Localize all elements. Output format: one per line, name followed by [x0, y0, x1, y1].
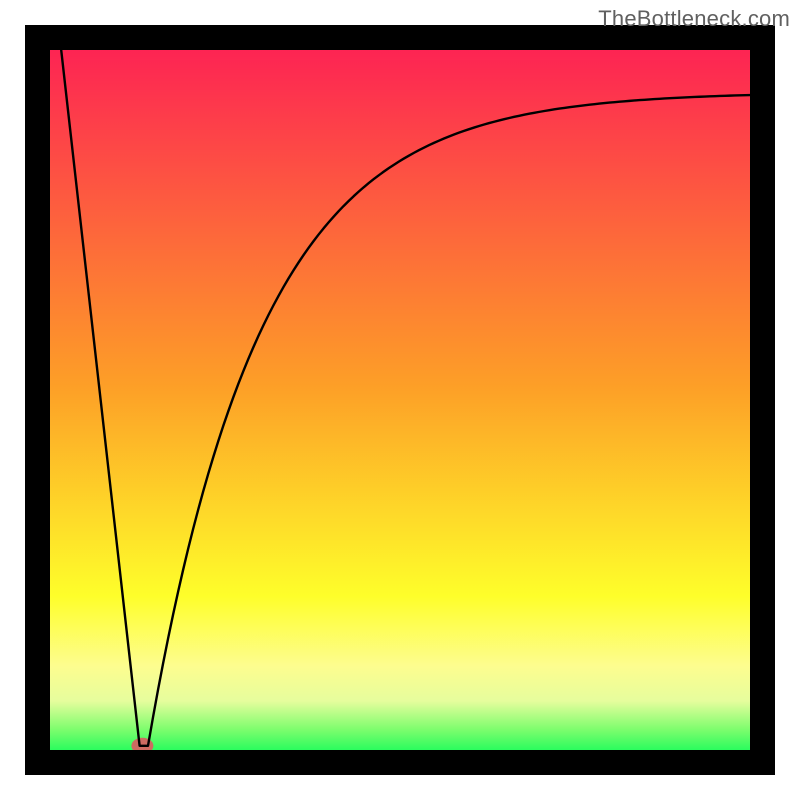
chart-svg	[0, 0, 800, 800]
watermark-text: TheBottleneck.com	[598, 6, 790, 32]
plot-background-gradient	[50, 50, 750, 750]
chart-container: TheBottleneck.com	[0, 0, 800, 800]
